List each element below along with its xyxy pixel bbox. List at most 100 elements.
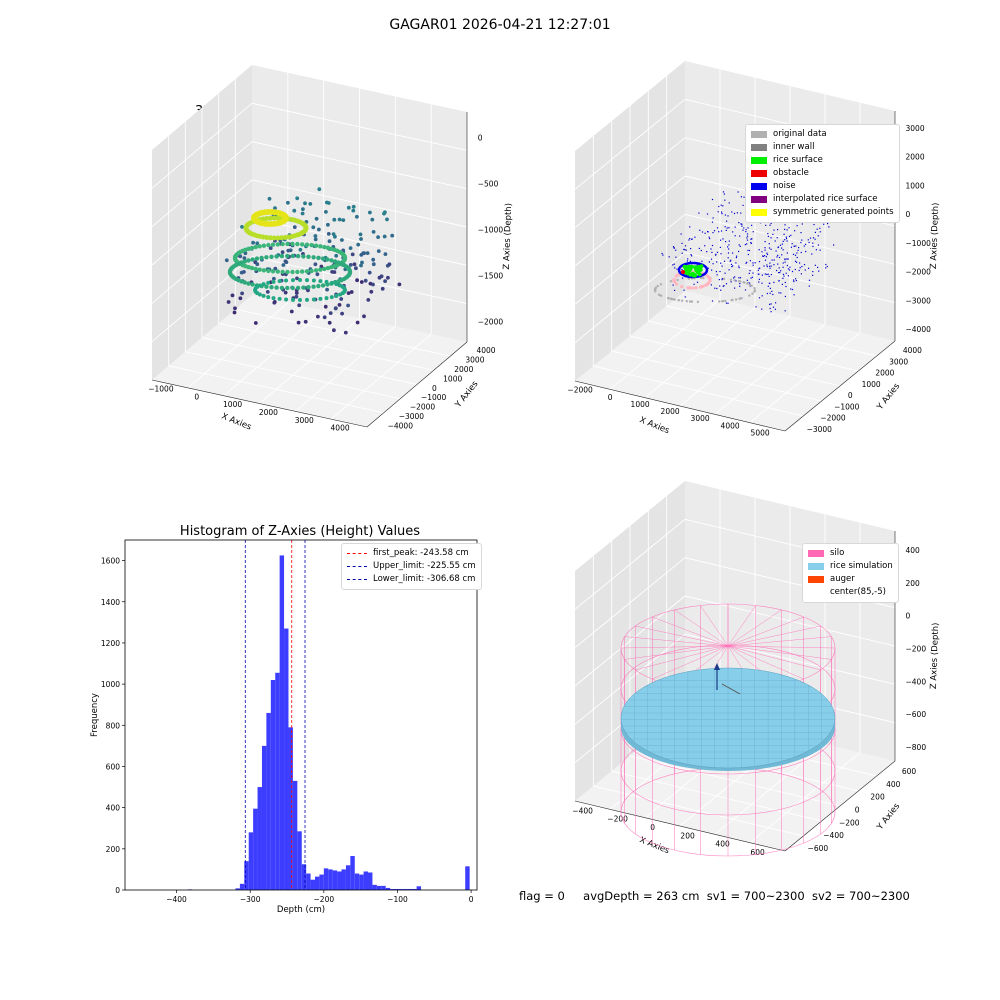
x-tick-label: 400 xyxy=(715,840,730,849)
noise-point xyxy=(693,283,695,285)
original-data-point xyxy=(669,297,673,300)
scatter-point xyxy=(324,279,329,284)
avg-depth-text: avgDepth = 263 cm xyxy=(583,889,700,903)
scatter-point xyxy=(397,282,402,287)
x-tick-label: 0 xyxy=(650,823,655,832)
scatter-point xyxy=(360,260,364,265)
sv2-text: sv2 = 700~2300 xyxy=(811,889,910,903)
scatter-point xyxy=(316,283,321,289)
original-data-point xyxy=(685,300,688,303)
scatter-point xyxy=(322,315,327,320)
x-tick-label: −2000 xyxy=(567,386,593,395)
noise-point xyxy=(689,260,691,262)
noise-point xyxy=(682,277,684,279)
noise-point xyxy=(675,249,677,251)
noise-point xyxy=(791,270,794,273)
noise-point xyxy=(729,260,731,262)
scatter-point xyxy=(271,215,277,221)
scatter-point xyxy=(319,264,324,269)
histogram-bar xyxy=(416,886,422,890)
scatter-point xyxy=(306,285,311,290)
original-data-point xyxy=(677,299,680,302)
y-tick-label: 0 xyxy=(432,384,437,393)
scatter-point xyxy=(292,225,297,230)
scatter-point xyxy=(242,256,247,261)
y-tick-label: 1600 xyxy=(101,557,120,566)
y-tick-label: −200 xyxy=(839,818,860,827)
noise-point xyxy=(741,225,743,227)
noise-point xyxy=(730,259,732,261)
legend-swatch xyxy=(751,144,767,151)
noise-point xyxy=(713,230,716,232)
original-data-point xyxy=(742,281,745,284)
noise-point xyxy=(710,248,712,250)
scatter-point xyxy=(271,235,277,241)
scatter-point xyxy=(313,234,318,238)
noise-point xyxy=(780,292,782,294)
axis-line xyxy=(784,340,896,432)
noise-point xyxy=(786,240,788,242)
noise-point xyxy=(796,256,798,259)
histogram-bar xyxy=(314,876,320,890)
noise-point xyxy=(761,282,763,284)
x-tick-label: −100 xyxy=(387,895,408,904)
x-tick-label: 0 xyxy=(608,393,613,402)
noise-point xyxy=(739,283,741,285)
noise-point xyxy=(808,241,810,244)
legend-item: Lower_limit: -306.68 cm xyxy=(347,573,476,586)
noise-point xyxy=(825,267,827,269)
rice-surface-point xyxy=(686,265,691,270)
z-tick-label: −2000 xyxy=(906,268,932,277)
noise-point xyxy=(774,308,776,310)
original-data-point xyxy=(737,280,741,283)
noise-point xyxy=(812,237,815,239)
noise-point xyxy=(715,253,717,255)
noise-point xyxy=(812,245,814,247)
silo-roof-strut xyxy=(674,609,729,647)
scatter-point xyxy=(348,246,353,251)
x-axis-label: Depth (cm) xyxy=(277,905,325,915)
noise-point xyxy=(773,264,775,266)
scatter-point xyxy=(390,233,395,238)
scatter-point xyxy=(230,293,235,298)
x-tick-label: −200 xyxy=(314,895,335,904)
scatter-point xyxy=(358,232,363,237)
noise-point xyxy=(758,273,760,275)
classify-3d-plot: −2000 0 1000 2000 3000 4000 5000 4000 3000 2000 10… xyxy=(567,61,941,438)
noise-point xyxy=(795,278,797,280)
scatter-point xyxy=(271,279,276,284)
noise-point xyxy=(785,236,787,238)
noise-point xyxy=(715,254,717,256)
noise-point xyxy=(748,272,750,274)
noise-point xyxy=(716,227,719,229)
scatter-point xyxy=(385,217,389,222)
noise-point xyxy=(733,212,736,215)
noise-point xyxy=(794,230,796,232)
noise-point xyxy=(793,294,795,296)
noise-point xyxy=(767,285,769,287)
legend-item: rice surface xyxy=(751,154,894,167)
noise-point xyxy=(762,255,764,257)
histogram-bar xyxy=(385,887,391,890)
x-tick-label: 2000 xyxy=(661,407,680,416)
noise-point xyxy=(699,229,701,231)
noise-point xyxy=(711,221,714,223)
noise-point xyxy=(827,223,829,225)
legend-swatch xyxy=(808,550,824,557)
original-data-point xyxy=(746,282,749,285)
noise-point xyxy=(720,204,722,206)
original-data-point xyxy=(724,299,727,303)
noise-point xyxy=(761,251,763,253)
y-tick-label: 400 xyxy=(886,780,901,789)
scatter-point xyxy=(369,289,374,294)
scatter-point xyxy=(284,278,289,283)
original-data-point xyxy=(720,300,724,303)
scatter-point xyxy=(301,285,306,290)
noise-point xyxy=(673,247,675,249)
noise-point xyxy=(691,255,693,257)
scatter-point xyxy=(326,222,330,227)
original-data-point xyxy=(669,280,673,283)
scatter-point xyxy=(349,290,354,294)
scatter-point xyxy=(334,293,339,298)
y-tick-label: −3000 xyxy=(807,425,833,434)
